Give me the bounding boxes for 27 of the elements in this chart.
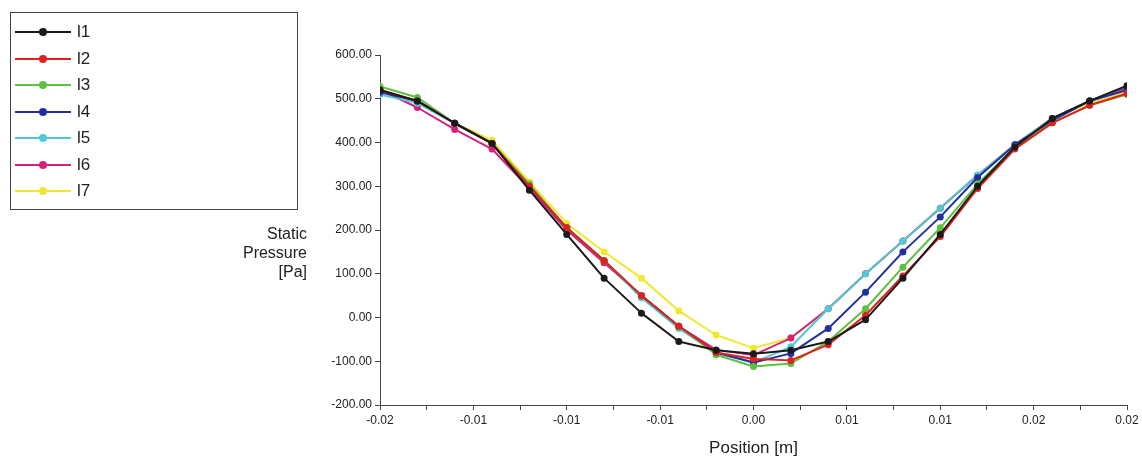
legend-label: l2 xyxy=(77,48,91,69)
legend-label: l7 xyxy=(77,181,91,202)
x-tick-label: 0.01 xyxy=(928,412,953,427)
legend-label: l3 xyxy=(77,75,91,96)
y-tick-label: 200.00 xyxy=(335,222,373,237)
legend-label: l1 xyxy=(77,22,91,43)
x-tick-label: 0.02 xyxy=(1021,412,1046,427)
y-tick-label: 0.00 xyxy=(348,309,373,324)
y-tick-label: -200.00 xyxy=(331,397,373,412)
y-axis-title: Static Pressure [Pa] xyxy=(242,224,307,281)
y-tick-label: 600.00 xyxy=(335,47,373,62)
x-axis-title: Position [m] xyxy=(709,438,798,458)
y-tick-label: 500.00 xyxy=(335,91,373,106)
legend-label: l4 xyxy=(77,101,91,122)
legend-label: l6 xyxy=(77,154,91,175)
x-tick-label: -0.02 xyxy=(366,412,394,427)
x-tick-label: -0.01 xyxy=(459,412,488,427)
legend-label: l5 xyxy=(77,128,91,149)
y-tick-label: 400.00 xyxy=(335,134,373,149)
y-tick-label: -100.00 xyxy=(331,353,373,368)
x-tick-label: -0.01 xyxy=(553,412,581,427)
x-tick-label: 0.00 xyxy=(741,412,766,427)
x-tick-label: -0.01 xyxy=(646,412,675,427)
x-tick-label: 0.02 xyxy=(1115,412,1139,427)
y-tick-label: 300.00 xyxy=(335,178,373,193)
x-tick-label: 0.01 xyxy=(835,412,859,427)
y-tick-label: 100.00 xyxy=(335,266,373,281)
